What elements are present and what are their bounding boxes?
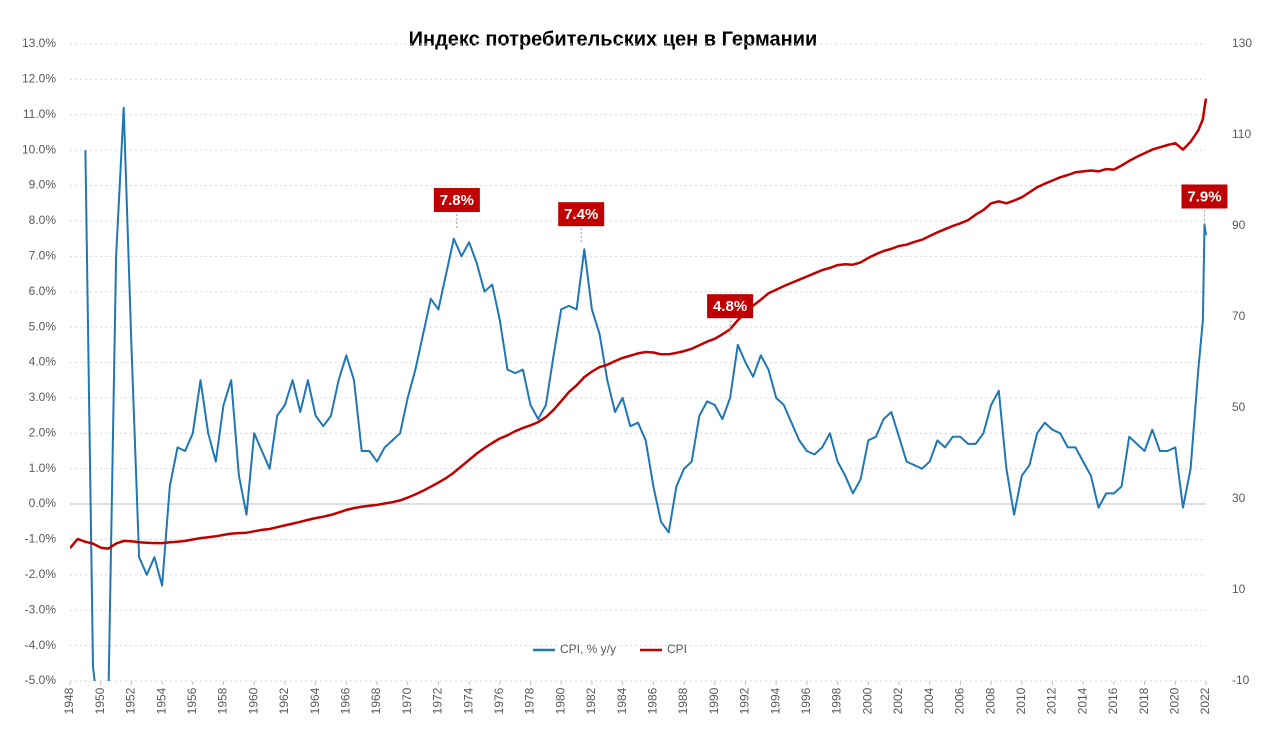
x-tick-label: 1966 — [338, 687, 352, 714]
x-tick-label: 2022 — [1198, 687, 1212, 714]
x-tick-label: 2014 — [1075, 687, 1089, 714]
series-line — [70, 98, 1208, 550]
x-tick-label: 1984 — [615, 687, 629, 714]
y2-tick-label: 90 — [1232, 218, 1246, 232]
x-tick-label: 1976 — [492, 687, 506, 714]
annotation-box — [1181, 184, 1228, 209]
y-tick-label: 3.0% — [29, 390, 57, 404]
x-tick-label: 2012 — [1045, 687, 1059, 714]
x-tick-label: 1992 — [738, 687, 752, 714]
x-tick-label: 1982 — [584, 687, 598, 714]
y-tick-label: 11.0% — [23, 107, 56, 121]
x-tick-label: 2018 — [1137, 687, 1151, 714]
x-tick-label: 2020 — [1167, 687, 1181, 714]
y-tick-label: 4.0% — [29, 355, 57, 369]
chart-title: Индекс потребительских цен в Германии — [409, 28, 818, 50]
annotation-label: 7.4% — [564, 206, 598, 223]
x-tick-label: 2010 — [1014, 687, 1028, 714]
x-tick-label: 1988 — [676, 687, 690, 714]
y-tick-label: 7.0% — [29, 249, 57, 263]
x-tick-label: 1972 — [431, 687, 445, 714]
annotation-box — [433, 188, 480, 213]
annotation-box — [558, 202, 605, 227]
legend-label: CPI — [667, 642, 687, 656]
y-tick-label: 5.0% — [29, 319, 57, 333]
annotation-label: 7.8% — [440, 192, 474, 209]
x-tick-label: 1998 — [830, 687, 844, 714]
x-tick-label: 1958 — [216, 687, 230, 714]
x-tick-label: 1956 — [185, 687, 199, 714]
x-tick-label: 1948 — [62, 687, 76, 714]
x-tick-label: 1996 — [799, 687, 813, 714]
x-tick-label: 2016 — [1106, 687, 1120, 714]
y-tick-label: 2.0% — [29, 425, 57, 439]
x-tick-label: 1962 — [277, 687, 291, 714]
x-tick-label: 1980 — [553, 687, 567, 714]
y2-tick-label: 70 — [1232, 309, 1246, 323]
y-tick-label: 10.0% — [22, 142, 56, 156]
x-tick-label: 2006 — [953, 687, 967, 714]
x-tick-label: 1950 — [93, 687, 107, 714]
y-tick-label: -5.0% — [25, 673, 57, 687]
x-tick-label: 1968 — [369, 687, 383, 714]
x-tick-label: 1952 — [124, 687, 138, 714]
y-tick-label: 1.0% — [29, 461, 57, 475]
annotation-label: 7.9% — [1187, 188, 1221, 205]
y2-tick-label: 130 — [1232, 36, 1252, 50]
y-tick-label: -3.0% — [25, 602, 57, 616]
x-tick-label: 2000 — [860, 687, 874, 714]
x-tick-label: 1986 — [646, 687, 660, 714]
y-tick-label: 13.0% — [22, 36, 56, 50]
y-tick-label: 12.0% — [22, 72, 56, 86]
series-line — [84, 106, 1207, 681]
y2-tick-label: 30 — [1232, 491, 1246, 505]
x-tick-label: 1994 — [768, 687, 782, 714]
plot-area — [70, 98, 1208, 681]
y2-tick-label: -10 — [1232, 673, 1250, 687]
x-tick-label: 1990 — [707, 687, 721, 714]
y-tick-label: -2.0% — [25, 567, 57, 581]
legend-label: CPI, % y/y — [560, 642, 616, 656]
y2-tick-label: 10 — [1232, 582, 1246, 596]
y2-tick-label: 50 — [1232, 400, 1246, 414]
x-tick-label: 1960 — [246, 687, 260, 714]
y-tick-label: 0.0% — [29, 496, 57, 510]
annotation-box — [707, 294, 754, 319]
y-tick-label: -4.0% — [25, 638, 57, 652]
y-tick-label: 6.0% — [29, 284, 57, 298]
x-tick-label: 2004 — [922, 687, 936, 714]
annotation-label: 4.8% — [713, 298, 747, 315]
y-tick-label: 9.0% — [29, 178, 57, 192]
x-tick-label: 2008 — [983, 687, 997, 714]
x-tick-label: 2002 — [891, 687, 905, 714]
x-tick-label: 1964 — [308, 687, 322, 714]
x-tick-label: 1954 — [154, 687, 168, 714]
x-tick-label: 1970 — [400, 687, 414, 714]
y2-tick-label: 110 — [1232, 127, 1251, 141]
x-tick-label: 1974 — [461, 687, 475, 714]
y-tick-label: -1.0% — [25, 532, 57, 546]
x-tick-label: 1978 — [523, 687, 537, 714]
y-tick-label: 8.0% — [29, 213, 57, 227]
